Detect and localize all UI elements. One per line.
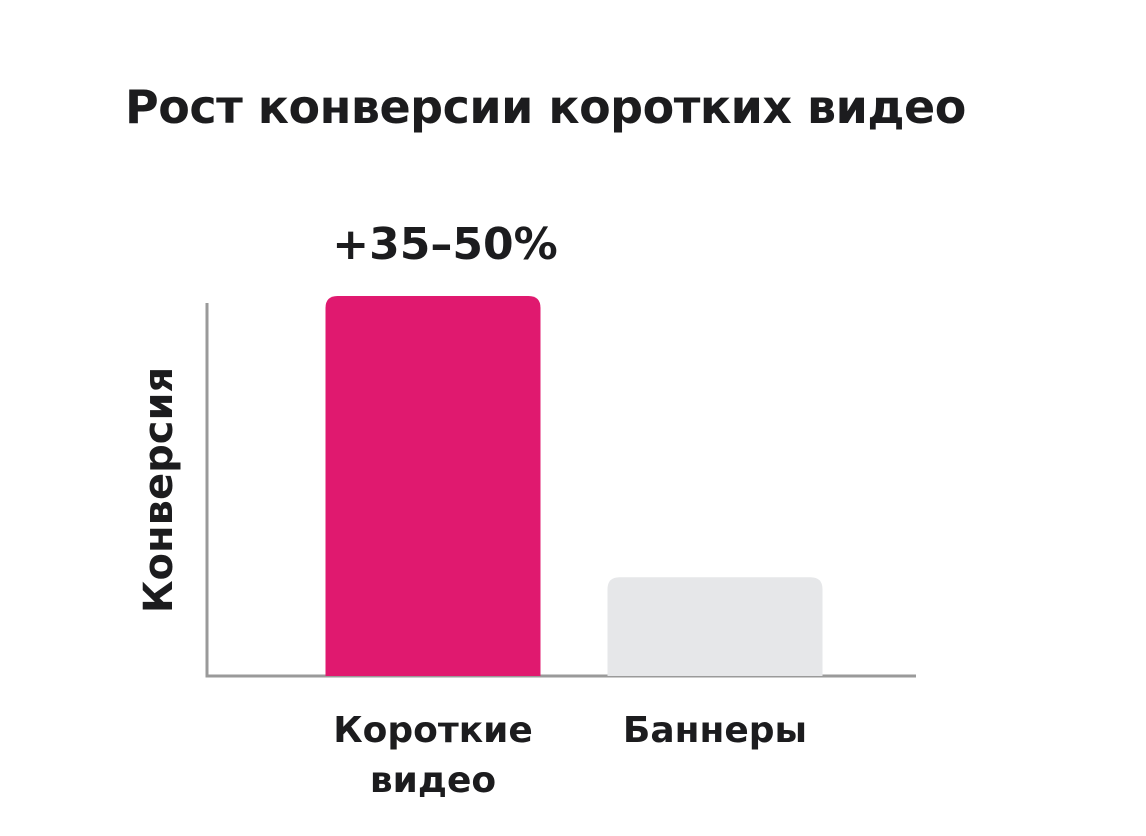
- chart-title: Рост конверсии коротких видео: [125, 80, 966, 134]
- bars: [325, 296, 823, 676]
- labels: Конверсия +35–50% Короткие видео Баннеры: [136, 219, 807, 801]
- data-label-0: +35–50%: [332, 219, 557, 270]
- bar-0: [325, 296, 541, 676]
- bar-1: [607, 577, 823, 676]
- category-label-1-line-0: Баннеры: [623, 710, 807, 751]
- category-label-0-line-1: видео: [370, 760, 496, 801]
- y-axis-label: Конверсия: [136, 367, 182, 613]
- category-label-0-line-0: Короткие: [333, 710, 533, 751]
